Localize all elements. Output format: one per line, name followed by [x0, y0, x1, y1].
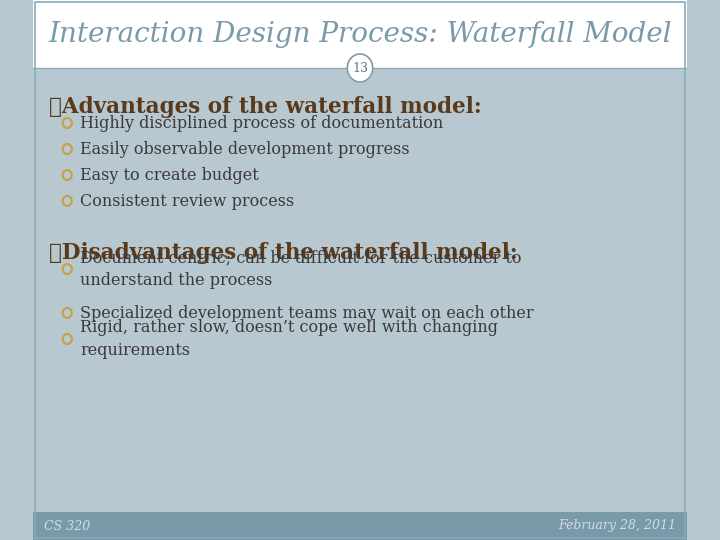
Text: Easily observable development progress: Easily observable development progress [80, 140, 410, 158]
Text: Interaction Design Process: Waterfall Model: Interaction Design Process: Waterfall Mo… [48, 21, 672, 48]
Text: Specialized development teams may wait on each other: Specialized development teams may wait o… [80, 305, 534, 321]
FancyBboxPatch shape [32, 512, 688, 540]
Text: Document centric; can be difficult for the customer to
understand the process: Document centric; can be difficult for t… [80, 249, 521, 288]
FancyBboxPatch shape [32, 0, 688, 68]
Text: ➛Advantages of the waterfall model:: ➛Advantages of the waterfall model: [49, 96, 482, 118]
Text: Highly disciplined process of documentation: Highly disciplined process of documentat… [80, 114, 444, 132]
Text: February 28, 2011: February 28, 2011 [558, 519, 676, 532]
Text: Rigid, rather slow, doesn’t cope well with changing
requirements: Rigid, rather slow, doesn’t cope well wi… [80, 319, 498, 359]
Text: Easy to create budget: Easy to create budget [80, 166, 258, 184]
Text: ➛Disadvantages of the waterfall model:: ➛Disadvantages of the waterfall model: [49, 242, 518, 264]
Text: 13: 13 [352, 62, 368, 75]
Text: Consistent review process: Consistent review process [80, 192, 294, 210]
Text: CS 320: CS 320 [44, 519, 90, 532]
Circle shape [347, 54, 373, 82]
